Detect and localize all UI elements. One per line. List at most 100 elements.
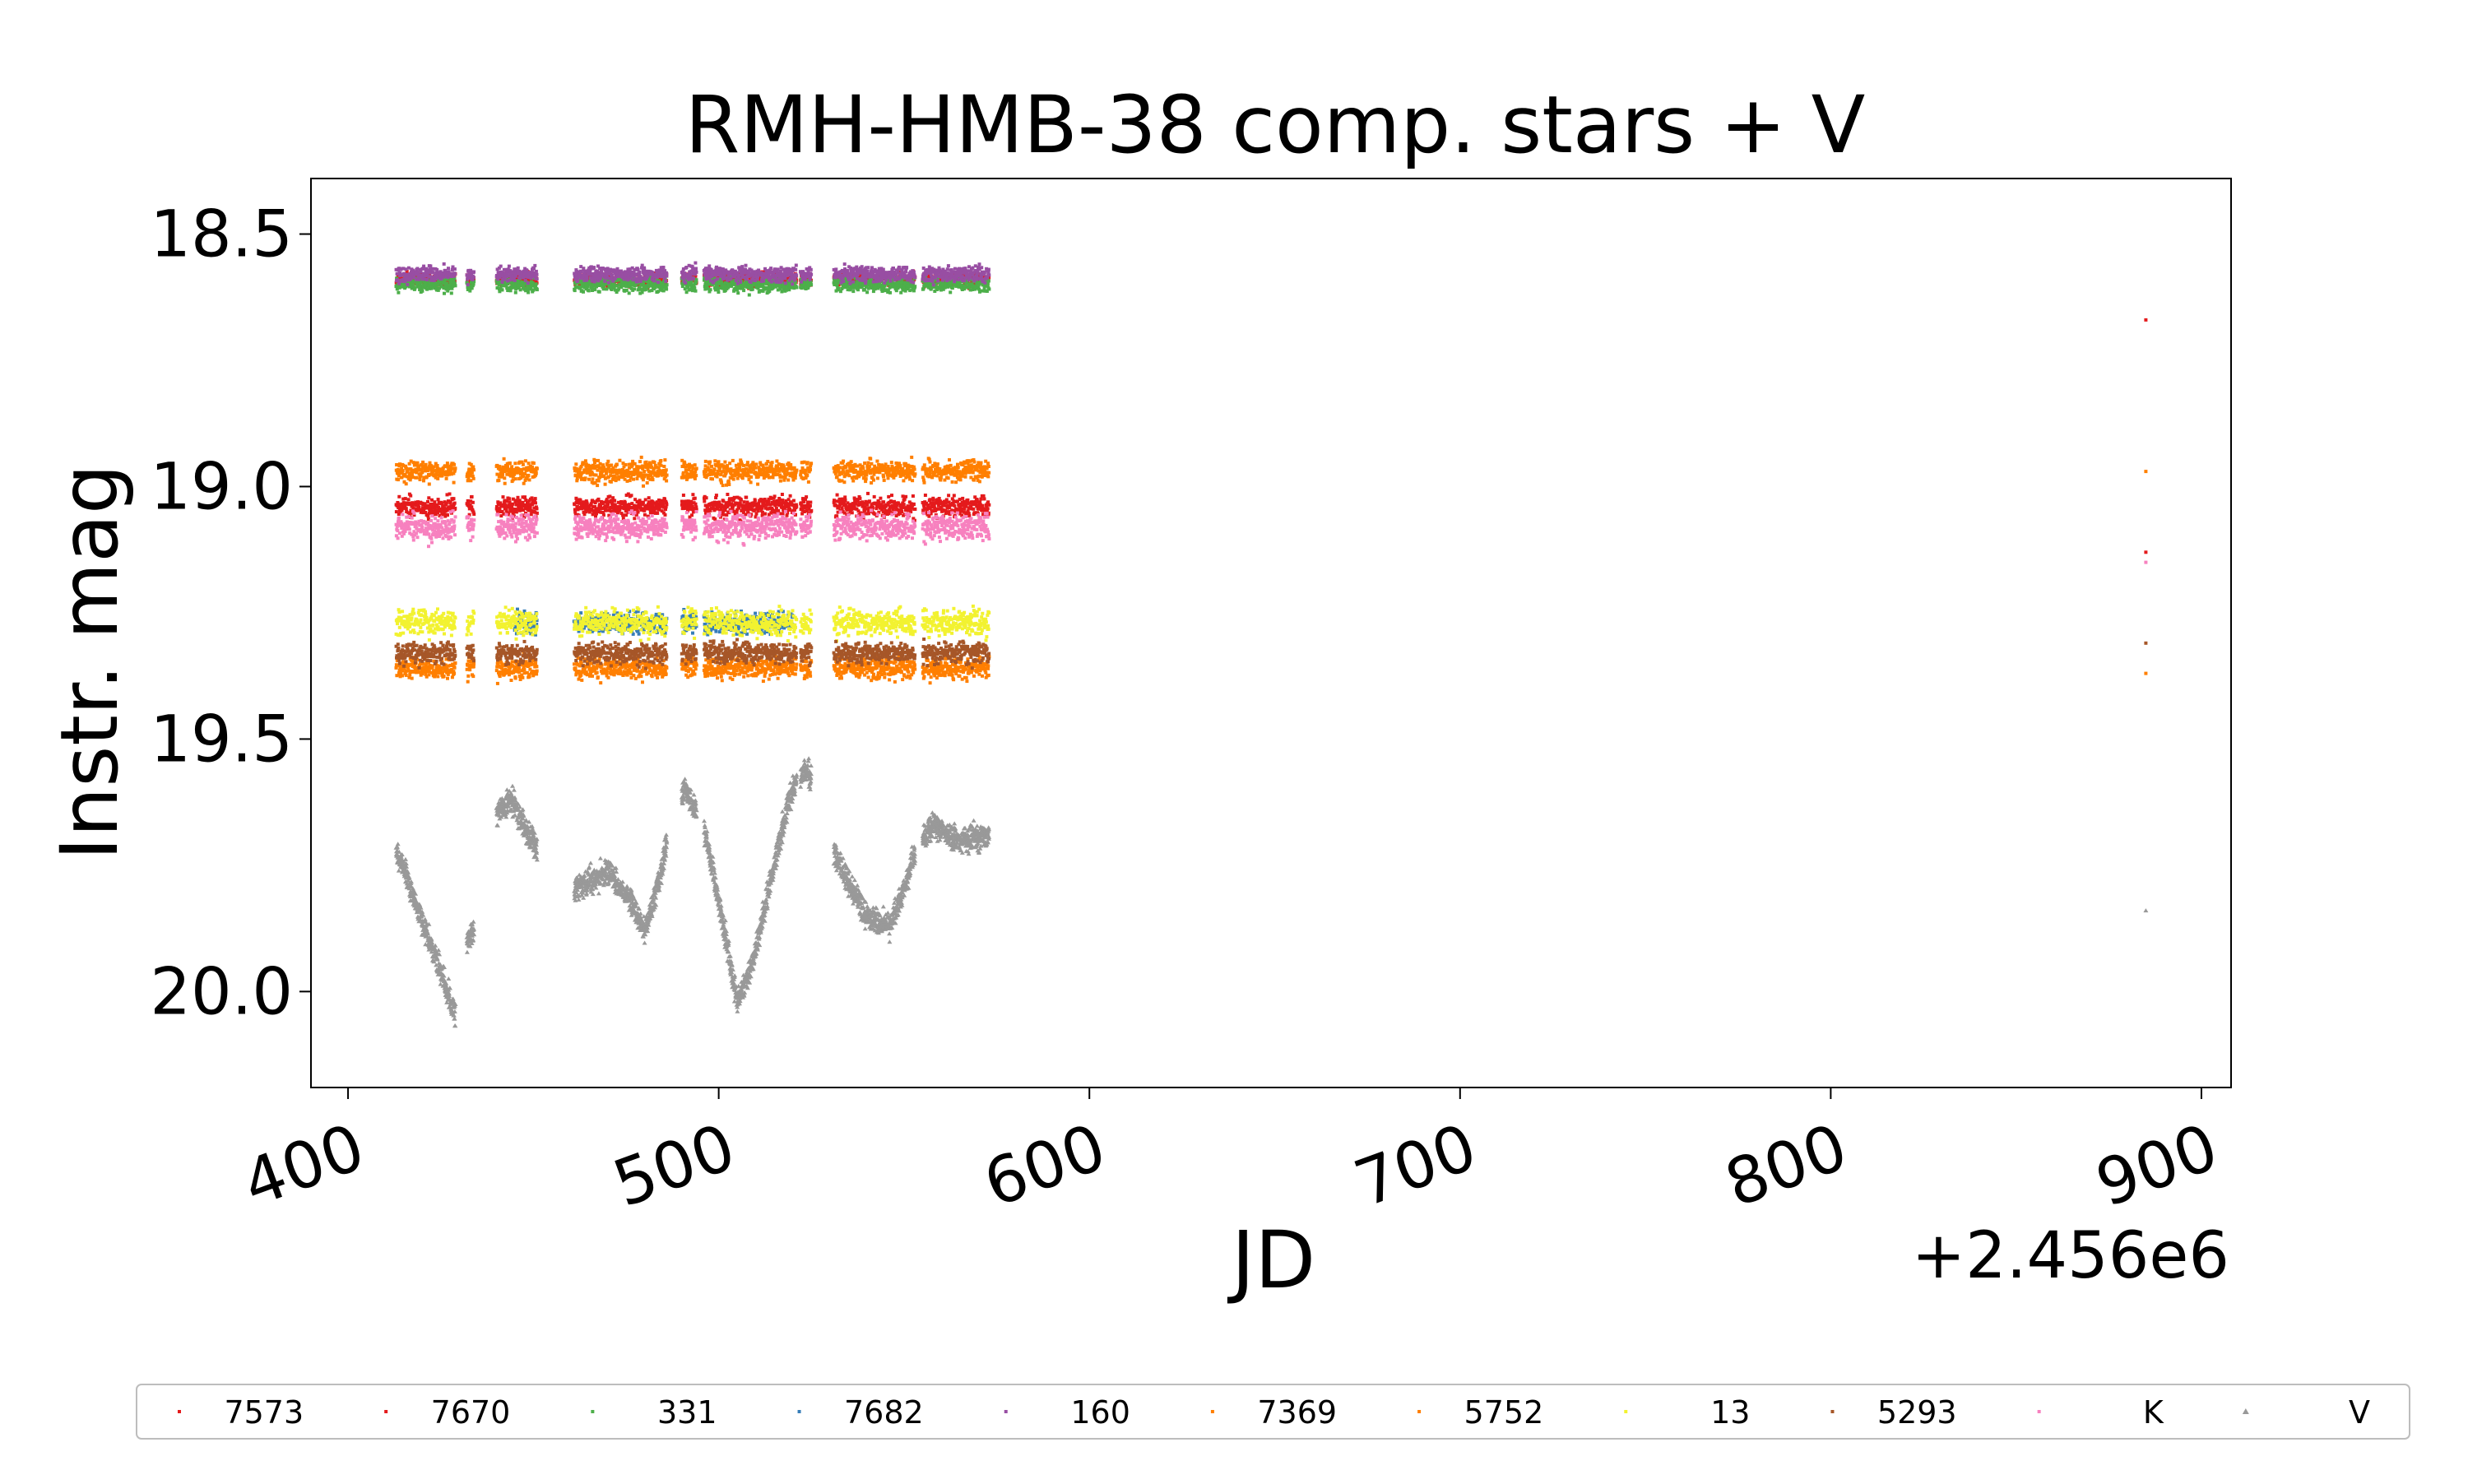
data-point <box>777 508 781 512</box>
data-point <box>880 508 884 512</box>
data-point <box>935 501 939 505</box>
data-point <box>913 285 917 289</box>
data-point <box>978 503 982 507</box>
data-point <box>665 503 669 507</box>
data-point <box>835 281 839 285</box>
data-point <box>900 510 904 514</box>
data-point <box>453 284 457 288</box>
data-point <box>852 496 856 500</box>
data-point <box>802 510 806 513</box>
series-7670 <box>394 491 2148 554</box>
data-point <box>694 281 698 285</box>
data-point <box>584 510 588 514</box>
data-point <box>851 290 856 294</box>
data-point <box>809 500 813 504</box>
data-point <box>760 510 764 514</box>
data-point <box>981 508 985 512</box>
data-point <box>532 506 536 510</box>
data-point <box>398 504 402 508</box>
data-point <box>574 496 578 500</box>
data-point <box>452 501 457 505</box>
data-point <box>945 506 949 510</box>
data-point <box>897 502 900 506</box>
data-point <box>935 508 939 512</box>
data-point <box>746 511 750 515</box>
data-point <box>726 285 730 290</box>
data-point <box>950 286 954 290</box>
data-point <box>682 503 686 507</box>
data-point <box>786 511 790 515</box>
data-point <box>422 277 426 281</box>
data-point <box>899 281 903 285</box>
data-point <box>765 630 769 633</box>
data-point <box>736 627 740 631</box>
data-point <box>800 512 805 516</box>
data-point <box>890 494 893 498</box>
data-point <box>740 610 743 613</box>
data-point <box>807 507 811 511</box>
data-point <box>712 500 717 504</box>
data-point <box>596 497 601 501</box>
data-point <box>397 512 401 516</box>
data-point <box>581 504 584 508</box>
data-point <box>522 282 527 286</box>
data-point <box>400 508 404 512</box>
data-point <box>508 509 513 513</box>
data-point <box>957 503 961 507</box>
data-point <box>899 290 903 294</box>
data-point <box>723 508 727 512</box>
data-point <box>624 503 629 508</box>
data-point <box>905 287 909 291</box>
data-point <box>963 273 967 277</box>
data-point <box>966 498 970 502</box>
data-point <box>693 496 697 500</box>
data-point <box>415 281 419 285</box>
data-point <box>498 290 502 294</box>
data-point <box>508 281 511 285</box>
data-point <box>785 513 789 517</box>
data-point <box>601 612 605 615</box>
data-point <box>685 280 689 284</box>
data-point <box>573 508 577 512</box>
data-point <box>977 287 981 291</box>
data-point <box>855 507 859 511</box>
data-point <box>707 290 712 294</box>
data-point <box>704 496 708 500</box>
data-point <box>443 277 447 281</box>
data-point <box>395 271 399 276</box>
data-point <box>531 501 535 505</box>
data-point <box>929 512 933 516</box>
data-point <box>960 288 964 291</box>
data-point <box>768 503 772 507</box>
data-point <box>661 283 666 287</box>
data-point <box>450 286 454 290</box>
data-point <box>959 503 963 508</box>
data-point <box>636 288 640 292</box>
data-point <box>694 274 698 278</box>
data-point <box>408 284 412 288</box>
data-point <box>513 290 517 294</box>
data-point <box>776 288 780 292</box>
data-point <box>522 609 527 613</box>
data-point <box>656 290 661 294</box>
data-point <box>863 283 867 287</box>
data-point <box>906 281 910 285</box>
data-point <box>969 507 973 511</box>
data-point <box>619 512 624 516</box>
data-point <box>721 509 726 513</box>
data-point <box>947 500 951 504</box>
data-point <box>508 503 512 508</box>
data-point <box>410 276 414 280</box>
data-point <box>614 288 617 292</box>
data-point <box>898 285 902 289</box>
data-point <box>424 511 428 514</box>
data-point <box>963 505 967 509</box>
data-point <box>860 285 864 289</box>
data-point <box>512 510 516 514</box>
data-point <box>426 514 430 518</box>
data-point <box>706 633 710 637</box>
data-point <box>608 494 612 499</box>
data-point <box>737 506 741 510</box>
data-point <box>842 511 847 515</box>
data-point <box>625 506 629 510</box>
